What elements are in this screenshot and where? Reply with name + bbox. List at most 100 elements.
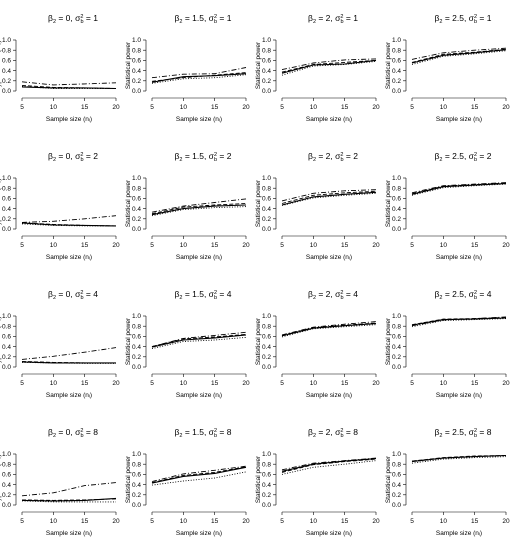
y-tick-label: 0.4 (392, 344, 401, 351)
x-tick-label: 20 (112, 380, 120, 387)
y-tick-label: 1.0 (392, 37, 401, 44)
x-axis-label: Sample size (nᵢ) (436, 530, 482, 537)
y-axis-label: Statistical power (255, 179, 262, 227)
panel-title: β2 = 2, σ2 b = 2 (308, 151, 358, 163)
y-tick-label: 0.4 (392, 68, 401, 75)
x-tick-label: 15 (471, 242, 479, 249)
y-axis-label: Type I errors (H₀) (0, 454, 2, 504)
x-tick-label: 5 (150, 104, 154, 111)
y-tick-label: 0.8 (132, 47, 141, 54)
y-tick-label: 0.4 (262, 344, 271, 351)
x-tick-label: 15 (81, 380, 89, 387)
series-line-solid (281, 59, 377, 74)
x-axis-label: Sample size (nᵢ) (306, 392, 352, 399)
y-tick-label: 0.6 (262, 334, 271, 341)
y-tick-label: 0.2 (392, 354, 401, 361)
y-tick-label: 0.6 (392, 196, 401, 203)
series-line-dashed (151, 203, 247, 215)
y-axis-label: Statistical power (385, 179, 392, 227)
x-tick-label: 20 (112, 242, 120, 249)
y-tick-label: 0.2 (262, 354, 271, 361)
y-tick-label: 0.0 (2, 226, 11, 233)
series-line-dotted (21, 361, 116, 364)
y-tick-label: 0.0 (2, 364, 11, 371)
x-tick-label: 20 (242, 518, 250, 525)
series-line-dotted (281, 192, 377, 206)
x-tick-label: 15 (341, 518, 349, 525)
y-tick-label: 0.2 (2, 78, 11, 85)
x-tick-label: 20 (242, 104, 250, 111)
panel-title: β2 = 0, σ2 b = 1 (48, 13, 98, 25)
panel-3: β2 = 2, σ2 b = 1 0.0 0.2 0.4 0.6 0.8 1.0Statist… (255, 13, 380, 123)
x-tick-label: 10 (440, 104, 448, 111)
y-axis-label: Statistical power (385, 41, 392, 89)
y-tick-label: 0.2 (2, 354, 11, 361)
y-tick-label: 0.4 (132, 344, 141, 351)
y-tick-label: 0.8 (392, 47, 401, 54)
x-tick-label: 20 (372, 518, 380, 525)
y-tick-label: 1.0 (132, 313, 141, 320)
series-line-dotted (411, 318, 507, 328)
y-tick-label: 0.4 (132, 68, 141, 75)
series-line-dotted (151, 74, 247, 84)
y-tick-label: 0.4 (262, 482, 271, 489)
x-tick-label: 15 (341, 380, 349, 387)
panel-11: β2 = 2, σ2 b = 4 0.0 0.2 0.4 0.6 0.8 1.0Statist… (255, 289, 380, 399)
series-line-dashdot (21, 81, 117, 86)
x-axis-label: Sample size (nᵢ) (306, 530, 352, 537)
series-line-dashdot (21, 482, 117, 497)
series-line-dashdot (21, 347, 117, 360)
series-line-dashed (21, 360, 116, 364)
x-tick-label: 15 (81, 104, 89, 111)
x-tick-label: 10 (50, 518, 58, 525)
y-axis-label: Statistical power (125, 317, 132, 365)
series-line-dashdot (411, 47, 507, 60)
y-tick-label: 0.2 (132, 354, 141, 361)
series-line-dotted (411, 456, 507, 464)
x-tick-label: 20 (502, 242, 510, 249)
y-axis-label: Statistical power (255, 455, 262, 503)
series-line-solid (411, 183, 507, 195)
y-tick-label: 0.6 (2, 58, 11, 65)
x-tick-label: 20 (112, 104, 120, 111)
x-tick-label: 5 (280, 104, 284, 111)
series-line-solid (281, 323, 377, 337)
x-tick-label: 10 (50, 380, 58, 387)
y-tick-label: 0.0 (392, 88, 401, 95)
x-tick-label: 10 (50, 242, 58, 249)
series-line-solid (281, 458, 377, 472)
y-tick-label: 0.8 (2, 461, 11, 468)
panel-title: β2 = 2.5, σ2 b = 1 (435, 13, 492, 25)
y-tick-label: 0.4 (2, 68, 11, 75)
y-axis-label: Type I errors (H₀) (0, 40, 2, 90)
y-tick-label: 0.0 (132, 502, 141, 509)
panel-title: β2 = 2, σ2 b = 1 (308, 13, 358, 25)
series-line-dashed (411, 455, 507, 462)
y-tick-label: 1.0 (262, 451, 271, 458)
y-tick-label: 0.8 (2, 185, 11, 192)
x-tick-label: 10 (310, 104, 318, 111)
series-line-dashed (151, 333, 247, 348)
y-axis-label: Statistical power (125, 455, 132, 503)
x-tick-label: 5 (280, 380, 284, 387)
series-line-dashdot (411, 316, 507, 327)
x-tick-label: 10 (180, 518, 188, 525)
panel-16: β2 = 2.5, σ2 b = 8 0.0 0.2 0.4 0.6 0.8 1.0Stati… (385, 427, 510, 537)
y-tick-label: 0.6 (132, 334, 141, 341)
y-tick-label: 0.6 (2, 472, 11, 479)
x-tick-label: 15 (81, 242, 89, 249)
panel-12: β2 = 2.5, σ2 b = 4 0.0 0.2 0.4 0.6 0.8 1.0Stati… (385, 289, 510, 399)
y-tick-label: 1.0 (392, 175, 401, 182)
y-tick-label: 0.6 (132, 472, 141, 479)
y-tick-label: 1.0 (262, 37, 271, 44)
y-tick-label: 0.2 (262, 492, 271, 499)
x-tick-label: 5 (410, 242, 414, 249)
y-tick-label: 1.0 (2, 451, 11, 458)
y-tick-label: 0.2 (392, 492, 401, 499)
series-line-dotted (21, 85, 116, 89)
y-tick-label: 0.8 (392, 185, 401, 192)
y-tick-label: 0.0 (392, 502, 401, 509)
panel-title: β2 = 2.5, σ2 b = 4 (435, 289, 492, 301)
